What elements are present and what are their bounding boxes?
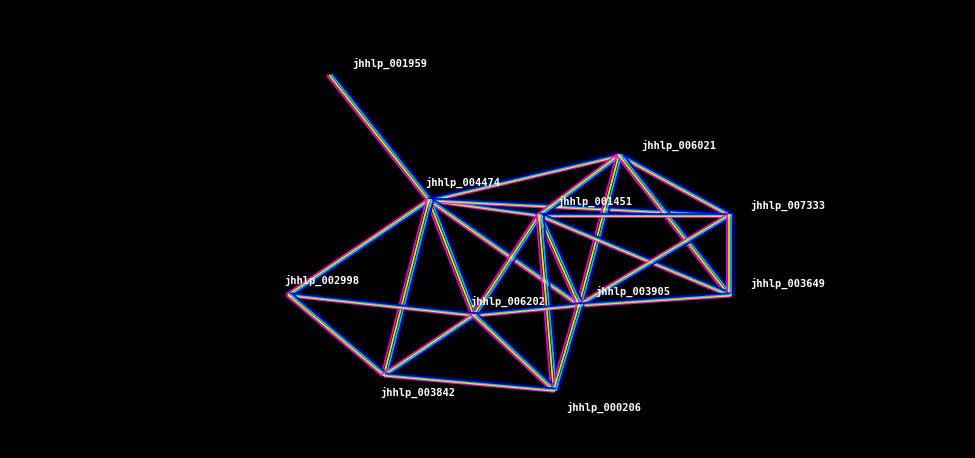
Text: jhhlp_003842: jhhlp_003842 xyxy=(380,387,455,398)
Ellipse shape xyxy=(539,215,541,216)
Ellipse shape xyxy=(429,200,431,201)
Text: jhhlp_001451: jhhlp_001451 xyxy=(558,196,633,207)
Text: jhhlp_003905: jhhlp_003905 xyxy=(595,286,670,297)
Ellipse shape xyxy=(474,315,476,316)
Ellipse shape xyxy=(554,390,556,391)
Text: jhhlp_002998: jhhlp_002998 xyxy=(285,275,360,286)
Ellipse shape xyxy=(729,294,731,295)
Text: jhhlp_007333: jhhlp_007333 xyxy=(750,200,825,211)
Ellipse shape xyxy=(330,75,332,76)
Text: jhhlp_001959: jhhlp_001959 xyxy=(352,58,427,69)
Ellipse shape xyxy=(729,215,731,216)
Ellipse shape xyxy=(384,375,386,376)
Text: jhhlp_003649: jhhlp_003649 xyxy=(750,278,825,289)
Text: jhhlp_004474: jhhlp_004474 xyxy=(425,177,500,188)
Text: jhhlp_006021: jhhlp_006021 xyxy=(642,140,717,151)
Ellipse shape xyxy=(619,155,621,156)
Ellipse shape xyxy=(289,294,291,295)
Text: jhhlp_006202: jhhlp_006202 xyxy=(470,296,545,307)
Text: jhhlp_000206: jhhlp_000206 xyxy=(566,402,642,413)
